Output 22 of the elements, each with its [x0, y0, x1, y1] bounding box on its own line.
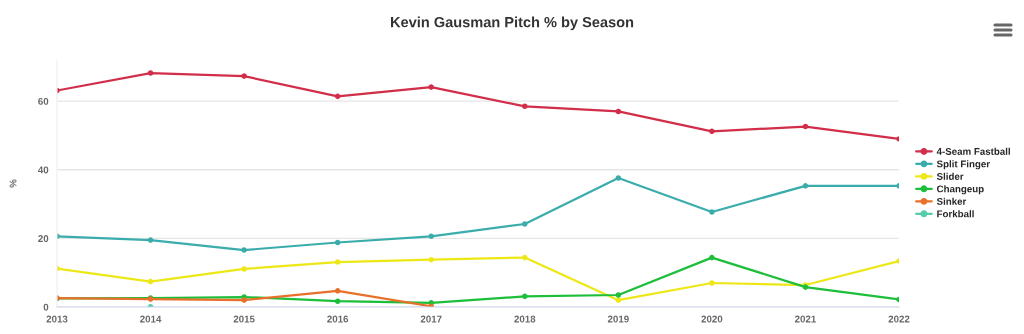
legend-label: Forkball [937, 210, 974, 218]
x-tick-label: 2020 [701, 315, 723, 323]
legend-label: 4-Seam Fastball [936, 147, 1010, 155]
x-tick-label: 2021 [794, 315, 816, 323]
legend-label: Slider [936, 172, 964, 180]
x-tick-label: 2018 [514, 315, 536, 323]
x-tick-label: 2019 [607, 315, 629, 323]
x-tick-label: 2016 [327, 315, 349, 323]
y-tick-label: 0 [43, 303, 49, 311]
x-tick-label: 2022 [888, 315, 910, 323]
y-tick-label: 20 [38, 235, 49, 243]
x-tick-label: 2017 [420, 315, 442, 323]
chart-title: Kevin Gausman Pitch % by Season [391, 16, 634, 31]
legend-label: Changeup [936, 185, 984, 195]
y-tick-label: 40 [38, 166, 49, 174]
legend-label: Sinker [936, 197, 967, 205]
x-tick-label: 2014 [140, 315, 162, 323]
y-axis-title: % [9, 179, 17, 188]
y-tick-label: 60 [38, 97, 49, 105]
legend-label: Split Finger [936, 160, 990, 170]
x-tick-label: 2013 [46, 315, 68, 323]
x-tick-label: 2015 [233, 315, 255, 323]
